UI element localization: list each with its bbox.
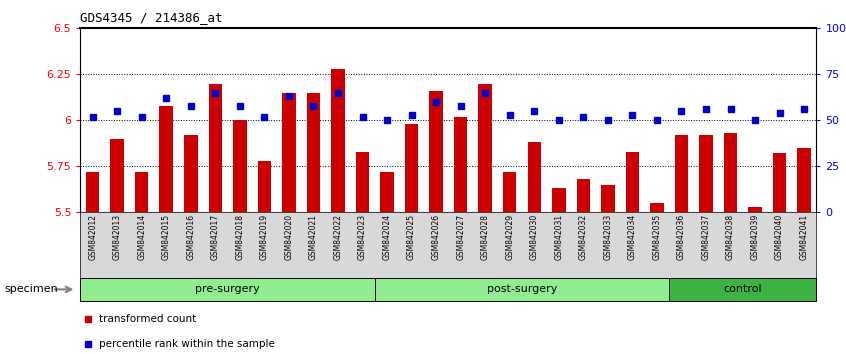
Text: GSM842025: GSM842025 xyxy=(407,214,416,260)
Text: GSM842029: GSM842029 xyxy=(505,214,514,260)
Bar xyxy=(86,172,99,212)
Text: GSM842040: GSM842040 xyxy=(775,214,784,260)
Text: specimen: specimen xyxy=(4,284,58,295)
Text: pre-surgery: pre-surgery xyxy=(195,284,260,295)
Bar xyxy=(675,135,688,212)
Bar xyxy=(669,278,816,301)
Bar xyxy=(375,278,669,301)
Text: GSM842027: GSM842027 xyxy=(456,214,465,260)
Text: GDS4345 / 214386_at: GDS4345 / 214386_at xyxy=(80,11,222,24)
Text: GSM842022: GSM842022 xyxy=(333,214,343,260)
Bar xyxy=(184,135,197,212)
Bar xyxy=(283,93,295,212)
Text: GSM842034: GSM842034 xyxy=(628,214,637,260)
Bar xyxy=(135,172,148,212)
Bar xyxy=(405,124,418,212)
Text: GSM842016: GSM842016 xyxy=(186,214,195,260)
Bar xyxy=(798,148,810,212)
Text: GSM842021: GSM842021 xyxy=(309,214,318,260)
Bar xyxy=(111,139,124,212)
Bar xyxy=(479,84,492,212)
Text: GSM842041: GSM842041 xyxy=(799,214,809,260)
Bar xyxy=(503,172,516,212)
Text: GSM842013: GSM842013 xyxy=(113,214,122,260)
Text: control: control xyxy=(723,284,762,295)
Text: GSM842017: GSM842017 xyxy=(211,214,220,260)
Bar xyxy=(209,84,222,212)
Bar xyxy=(651,203,663,212)
Bar xyxy=(258,161,271,212)
Bar xyxy=(332,69,344,212)
Text: GSM842012: GSM842012 xyxy=(88,214,97,260)
Text: GSM842024: GSM842024 xyxy=(382,214,392,260)
Bar xyxy=(724,133,737,212)
Text: GSM842014: GSM842014 xyxy=(137,214,146,260)
Bar xyxy=(233,120,246,212)
Text: GSM842018: GSM842018 xyxy=(235,214,244,260)
Text: GSM842035: GSM842035 xyxy=(652,214,662,260)
Bar xyxy=(307,93,320,212)
Text: GSM842019: GSM842019 xyxy=(260,214,269,260)
Bar xyxy=(749,207,761,212)
Text: transformed count: transformed count xyxy=(99,314,196,324)
Text: GSM842028: GSM842028 xyxy=(481,214,490,260)
Bar xyxy=(430,91,442,212)
Bar xyxy=(700,135,712,212)
Text: GSM842037: GSM842037 xyxy=(701,214,711,260)
Text: GSM842032: GSM842032 xyxy=(579,214,588,260)
Text: GSM842038: GSM842038 xyxy=(726,214,735,260)
Text: GSM842033: GSM842033 xyxy=(603,214,613,260)
Bar xyxy=(356,152,369,212)
Text: GSM842023: GSM842023 xyxy=(358,214,367,260)
Bar xyxy=(381,172,393,212)
Bar xyxy=(773,154,786,212)
Text: GSM842015: GSM842015 xyxy=(162,214,171,260)
Bar xyxy=(552,188,565,212)
Text: post-surgery: post-surgery xyxy=(486,284,558,295)
Bar xyxy=(528,142,541,212)
Text: GSM842039: GSM842039 xyxy=(750,214,760,260)
Bar xyxy=(454,117,467,212)
Bar xyxy=(577,179,590,212)
Text: GSM842020: GSM842020 xyxy=(284,214,294,260)
Text: GSM842036: GSM842036 xyxy=(677,214,686,260)
Bar xyxy=(160,105,173,212)
Bar xyxy=(626,152,639,212)
Bar xyxy=(80,278,375,301)
Bar xyxy=(602,185,614,212)
Text: percentile rank within the sample: percentile rank within the sample xyxy=(99,339,275,349)
Text: GSM842030: GSM842030 xyxy=(530,214,539,260)
Text: GSM842026: GSM842026 xyxy=(431,214,441,260)
Text: GSM842031: GSM842031 xyxy=(554,214,563,260)
